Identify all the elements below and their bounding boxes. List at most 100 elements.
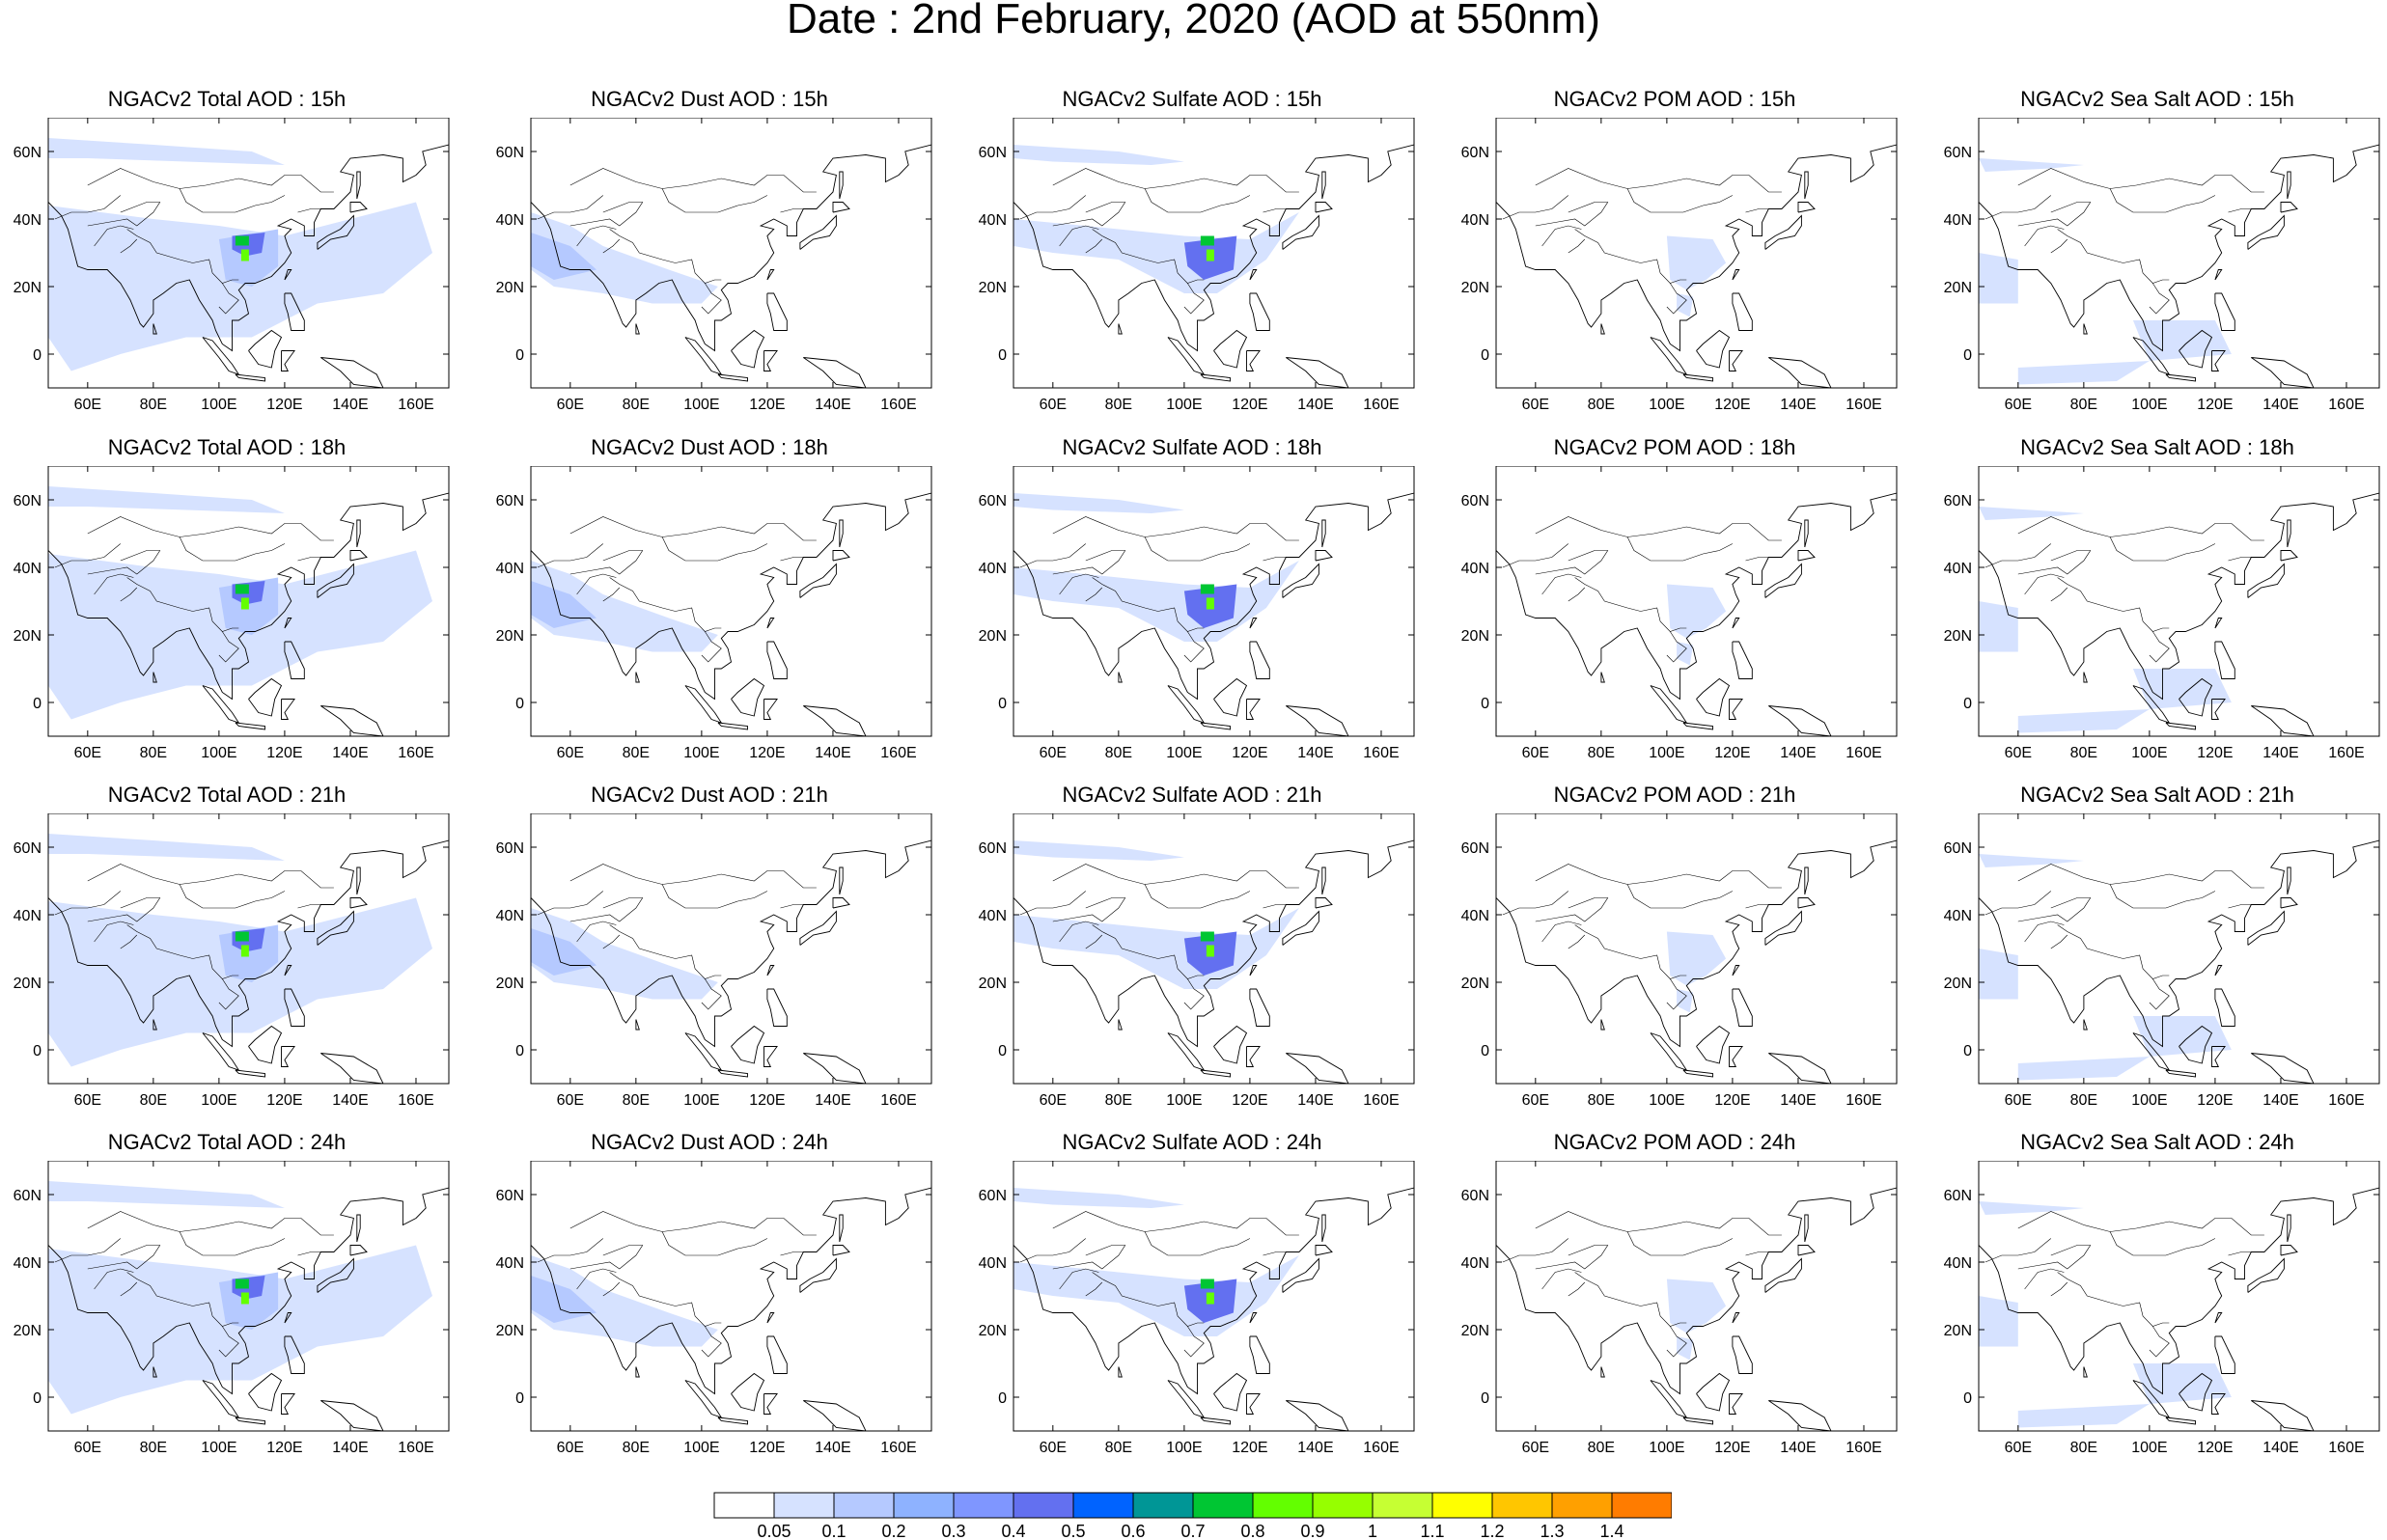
country-border: [609, 577, 722, 632]
country-border: [1019, 195, 1086, 220]
country-border: [120, 1281, 138, 1297]
coastline: [281, 1393, 295, 1415]
lat-tick-label: 0: [33, 696, 42, 712]
lat-tick-label: 0: [1963, 696, 1972, 712]
aod-shading: [531, 581, 597, 628]
aod-hotspot: [1200, 584, 1214, 594]
lon-tick-label: 160E: [1846, 745, 1881, 761]
coastline: [803, 357, 867, 388]
lat-tick-label: 60N: [979, 145, 1007, 161]
aod-shading: [48, 1181, 285, 1208]
country-border: [126, 577, 239, 632]
coastline: [48, 1187, 449, 1395]
lat-tick-label: 20N: [1461, 976, 1489, 992]
aod-shading: [531, 233, 597, 280]
colorbar-swatch: [1372, 1492, 1433, 1519]
panel-title: NGACv2 POM AOD : 21h: [1553, 783, 1796, 807]
lat-tick-label: 40N: [14, 1255, 42, 1272]
lon-tick-label: 100E: [683, 1440, 719, 1456]
coastline: [320, 1053, 384, 1084]
coastline: [320, 1400, 384, 1431]
country-border: [87, 897, 161, 922]
lat-tick-label: 60N: [496, 493, 524, 509]
aod-shading: [2017, 361, 2150, 385]
country-border: [2017, 864, 2264, 889]
colorbar-swatch: [833, 1492, 895, 1519]
coastline: [1249, 618, 1258, 629]
lon-tick-label: 120E: [749, 397, 785, 413]
country-border: [1085, 934, 1103, 949]
country-border: [1666, 631, 1687, 663]
coastline: [1282, 910, 1319, 946]
coastline: [1282, 563, 1319, 598]
coastline: [1600, 1019, 1605, 1031]
lat-tick-label: 40N: [1461, 908, 1489, 924]
panel-title: NGACv2 Total AOD : 24h: [107, 1130, 347, 1154]
aod-shading: [48, 1245, 432, 1415]
lat-tick-label: 40N: [496, 561, 524, 577]
country-border: [1263, 904, 1287, 909]
coastline: [2214, 1312, 2223, 1324]
country-border: [1092, 1272, 1205, 1327]
lon-tick-label: 140E: [815, 397, 850, 413]
country-border: [54, 195, 121, 220]
country-border: [661, 536, 768, 562]
country-border: [179, 188, 286, 213]
country-border: [1574, 229, 1687, 284]
lon-tick-label: 80E: [1105, 1092, 1132, 1109]
country-border: [1183, 631, 1205, 663]
aod-shading: [1013, 1255, 1299, 1336]
aod-hotspot: [1200, 235, 1214, 246]
lat-tick-label: 0: [515, 347, 524, 364]
coastline: [1650, 685, 1688, 724]
country-border: [701, 283, 722, 315]
lat-tick-label: 60N: [979, 840, 1007, 857]
country-border: [1052, 202, 1126, 227]
colorbar-swatch: [1072, 1492, 1134, 1519]
lat-tick-label: 0: [515, 1043, 524, 1059]
aod-shading: [1013, 561, 1299, 642]
coastline: [1729, 1393, 1743, 1415]
coastline: [1200, 373, 1231, 382]
country-border: [537, 543, 603, 568]
coastline: [635, 1019, 640, 1031]
lon-tick-label: 140E: [1780, 397, 1816, 413]
lat-tick-label: 40N: [979, 212, 1007, 229]
country-border: [1985, 891, 2051, 916]
aod-field: [1979, 144, 2379, 388]
lat-tick-label: 0: [515, 696, 524, 712]
country-border: [2109, 1231, 2216, 1256]
country-border: [297, 208, 321, 213]
map-plot: 60E 80E 100E 120E 140E 160E 60N 40N 20N 0: [979, 118, 1415, 413]
map-panel: NGACv2 Sea Salt AOD : 18h 60E 80E 100E 120E 1…: [1930, 435, 2384, 773]
coastline: [2251, 705, 2315, 736]
coastline: [1249, 1335, 1270, 1374]
coastline: [349, 897, 368, 909]
panel-title: NGACv2 Dust AOD : 15h: [591, 87, 828, 111]
country-border: [2017, 1245, 2092, 1270]
coastline: [235, 373, 265, 382]
country-border: [1666, 978, 1687, 1010]
lat-tick-label: 20N: [1944, 1323, 1972, 1339]
coastline: [799, 910, 837, 946]
coastline: [1249, 965, 1258, 976]
coastline: [1732, 1312, 1740, 1324]
lat-tick-label: 60N: [14, 1188, 42, 1204]
country-border: [1144, 1231, 1251, 1256]
coastline: [349, 1245, 368, 1256]
coastline: [2247, 214, 2285, 250]
lon-tick-label: 140E: [1297, 745, 1333, 761]
country-border: [2017, 550, 2092, 575]
coastline: [1600, 323, 1605, 335]
map-frame: [1978, 118, 2380, 389]
map-frame: [1495, 118, 1898, 389]
aod-hotspot: [240, 249, 249, 261]
country-border: [126, 924, 239, 979]
country-border: [54, 1238, 121, 1263]
coastline: [1797, 1245, 1816, 1256]
coastline: [684, 685, 723, 724]
country-border: [1666, 283, 1687, 315]
coastline: [1804, 866, 1809, 895]
country-border: [2017, 202, 2092, 227]
coastline: [1696, 677, 1731, 717]
